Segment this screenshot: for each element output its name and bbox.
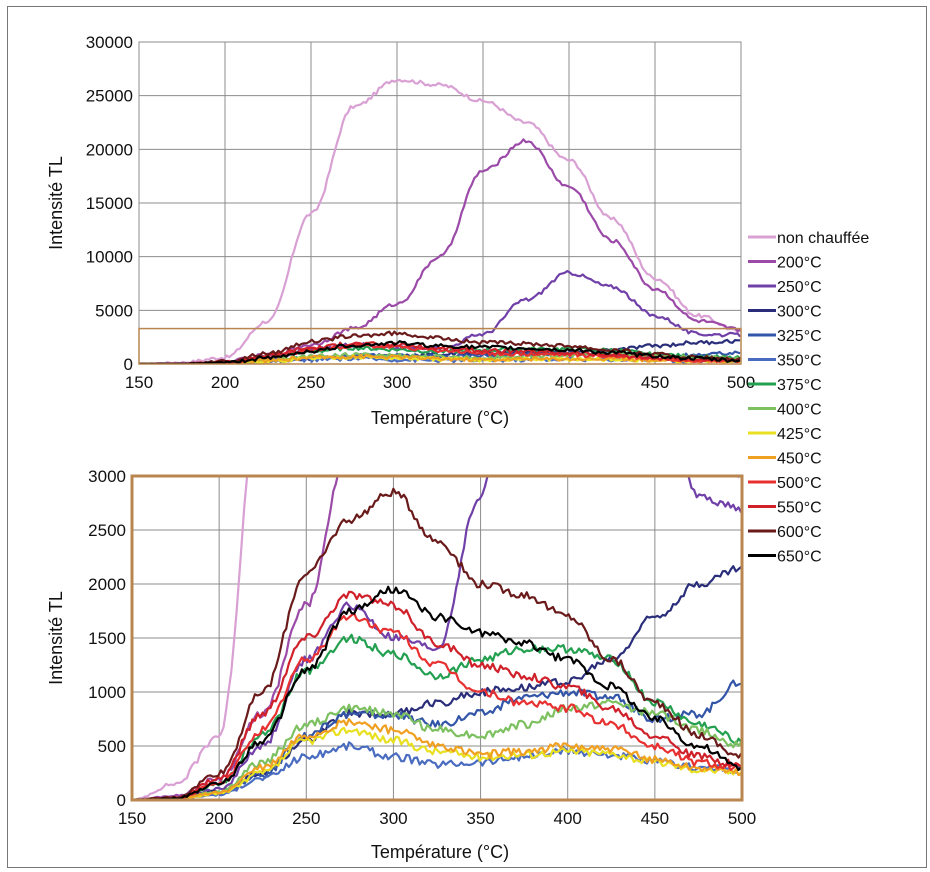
x-tick-label: 200 (211, 373, 239, 392)
x-tick-label: 300 (383, 373, 411, 392)
x-tick-label: 400 (554, 809, 582, 828)
x-tick-label: 150 (118, 809, 146, 828)
legend-item: 400°C (748, 402, 822, 419)
figure-frame (7, 6, 927, 868)
bottom-y-axis-title: Intensité TL (46, 591, 66, 685)
top-y-axis-title: Intensité TL (46, 156, 66, 250)
legend-label: 500°C (777, 475, 822, 492)
y-tick-label: 5000 (95, 301, 133, 320)
legend-item: 650°C (748, 549, 822, 566)
y-tick-label: 30000 (86, 33, 133, 52)
top-y-tick-labels: 0 5000 10000 15000 20000 25000 30000 (86, 33, 133, 374)
legend-item: 450°C (748, 451, 822, 468)
x-tick-label: 200 (205, 809, 233, 828)
legend-label: 300°C (777, 304, 822, 321)
y-tick-label: 25000 (86, 87, 133, 106)
series-line-500-c (132, 612, 742, 800)
x-tick-label: 450 (641, 373, 669, 392)
y-tick-label: 20000 (86, 140, 133, 159)
legend-item: 325°C (748, 328, 822, 345)
legend-label: 375°C (777, 377, 822, 394)
x-tick-label: 350 (469, 373, 497, 392)
y-tick-label: 2500 (88, 521, 126, 540)
series-line-non-chauff-e (132, 476, 741, 800)
legend-item: 550°C (748, 500, 822, 517)
legend-item: 250°C (748, 279, 822, 296)
y-tick-label: 500 (98, 737, 126, 756)
x-tick-label: 500 (727, 373, 755, 392)
y-tick-label: 1000 (88, 683, 126, 702)
zoom-region-box (138, 327, 742, 365)
y-tick-label: 1500 (88, 629, 126, 648)
x-tick-label: 450 (641, 809, 669, 828)
top-series-group (139, 78, 741, 364)
bottom-x-tick-labels: 150 200 250 300 350 400 450 500 (118, 809, 756, 828)
top-grid (138, 41, 742, 365)
series-line-425-c (132, 726, 742, 800)
x-tick-label: 300 (379, 809, 407, 828)
legend-label: 450°C (777, 451, 822, 468)
series-line-600-c (132, 487, 742, 800)
legend-label: 250°C (777, 279, 822, 296)
legend-label: 325°C (777, 328, 822, 345)
legend-item: 600°C (748, 524, 822, 541)
x-tick-label: 350 (466, 809, 494, 828)
legend-label: non chauffée (777, 230, 869, 247)
legend-item: non chauffée (748, 230, 869, 247)
legend-item: 500°C (748, 475, 822, 492)
y-tick-label: 10000 (86, 248, 133, 267)
top-x-tick-labels: 150 200 250 300 350 400 450 500 (125, 373, 755, 392)
legend-label: 425°C (777, 426, 822, 443)
y-tick-label: 0 (124, 355, 133, 374)
top-chart: 150 200 250 300 350 400 450 500 0 5000 10000 15000… (46, 33, 755, 428)
series-line-650-c (132, 585, 742, 800)
series-line-550-c (132, 590, 742, 800)
x-tick-label: 250 (292, 809, 320, 828)
series-line-450-c (132, 717, 742, 800)
legend-label: 400°C (777, 402, 822, 419)
series-line-250-c (132, 476, 742, 800)
x-tick-label: 400 (555, 373, 583, 392)
y-tick-label: 0 (117, 791, 126, 810)
top-x-axis-title: Température (°C) (371, 408, 509, 428)
bottom-y-tick-labels: 0 500 1000 1500 2000 2500 3000 (88, 467, 126, 810)
legend-item: 350°C (748, 353, 822, 370)
legend-label: 550°C (777, 500, 822, 517)
legend-item: 200°C (748, 255, 822, 272)
legend-label: 200°C (777, 255, 822, 272)
legend-label: 600°C (777, 524, 822, 541)
x-tick-label: 250 (297, 373, 325, 392)
series-line-600-c (139, 330, 741, 364)
bottom-plot-frame (130, 474, 744, 802)
legend-item: 300°C (748, 304, 822, 321)
x-tick-label: 150 (125, 373, 153, 392)
bottom-chart: 150 200 250 300 350 400 450 500 0 500 1000 1500 200… (46, 467, 756, 862)
legend: non chauffée 200°C 250°C 300°C 325°C 350°C 375… (748, 230, 869, 566)
series-line-non-chauff-e (139, 78, 741, 364)
x-tick-label: 500 (728, 809, 756, 828)
legend-item: 375°C (748, 377, 822, 394)
y-tick-label: 3000 (88, 467, 126, 486)
legend-label: 650°C (777, 549, 822, 566)
legend-label: 350°C (777, 353, 822, 370)
y-tick-label: 2000 (88, 575, 126, 594)
legend-item: 425°C (748, 426, 822, 443)
bottom-x-axis-title: Température (°C) (371, 842, 509, 862)
y-tick-label: 15000 (86, 194, 133, 213)
series-line-200-c (132, 476, 339, 800)
bottom-series-group (132, 476, 742, 800)
series-line-650-c (139, 340, 741, 364)
